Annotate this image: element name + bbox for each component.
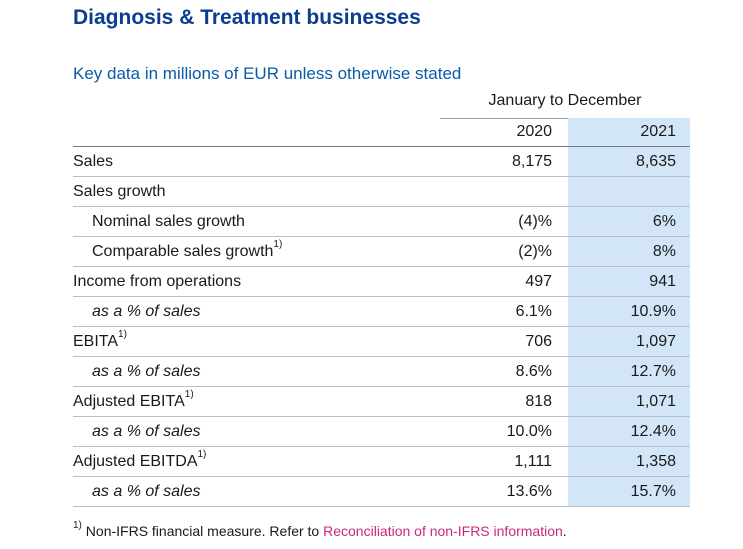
value-2021: 12.7% (568, 356, 690, 387)
table-row: as a % of sales 13.6% 15.7% (73, 476, 690, 507)
table-row: EBITA1) 706 1,097 (73, 326, 690, 357)
table-row: Adjusted EBITA1) 818 1,071 (73, 386, 690, 417)
footnote-ref: 1) (273, 239, 283, 251)
row-label: Income from operations (73, 266, 446, 297)
row-label: Adjusted EBITA1) (73, 386, 446, 417)
row-label-text: Sales growth (73, 182, 166, 200)
row-label-text: as a % of sales (92, 482, 201, 500)
value-2020: 818 (446, 386, 569, 417)
value-2020: 10.0% (446, 416, 569, 447)
table-row: as a % of sales 6.1% 10.9% (73, 296, 690, 327)
row-label-text: Adjusted EBITDA (73, 452, 198, 470)
reconciliation-link[interactable]: Reconciliation of non-IFRS information (323, 523, 563, 539)
row-label-text: as a % of sales (92, 362, 201, 380)
footnote-text: Non-IFRS financial measure. Refer to (81, 523, 324, 539)
value-2020: 497 (446, 266, 569, 297)
value-2020: 8,175 (446, 146, 569, 177)
table-row: Sales growth (73, 176, 690, 207)
value-2021: 1,071 (568, 386, 690, 417)
value-2020: 1,111 (446, 446, 569, 477)
table-row: Sales 8,175 8,635 (73, 146, 690, 177)
year-2021-header: 2021 (568, 118, 690, 147)
row-label: EBITA1) (73, 326, 446, 357)
value-2020 (446, 176, 569, 207)
row-label: Sales (73, 146, 446, 177)
value-2020: 6.1% (446, 296, 569, 327)
table-row: Income from operations 497 941 (73, 266, 690, 297)
value-2021 (568, 176, 690, 207)
row-label-text: Adjusted EBITA (73, 392, 185, 410)
value-2021: 10.9% (568, 296, 690, 327)
row-label: Comparable sales growth1) (73, 236, 446, 267)
row-label-text: Sales (73, 152, 114, 170)
table-row: Nominal sales growth (4)% 6% (73, 206, 690, 237)
row-label: Sales growth (73, 176, 446, 207)
table-row: as a % of sales 10.0% 12.4% (73, 416, 690, 447)
value-2021: 8% (568, 236, 690, 267)
table-row: as a % of sales 8.6% 12.7% (73, 356, 690, 387)
value-2020: (2)% (446, 236, 569, 267)
table-subtitle: Key data in millions of EUR unless other… (73, 64, 462, 83)
row-label: Nominal sales growth (73, 206, 446, 237)
footnote-ref: 1) (118, 329, 127, 341)
key-data-table: 2020 2021 Sales 8,175 8,635 Sales growth Nom… (73, 118, 690, 507)
value-2021: 8,635 (568, 146, 690, 177)
value-2021: 12.4% (568, 416, 690, 447)
value-2021: 1,358 (568, 446, 690, 477)
row-label: as a % of sales (73, 476, 446, 507)
row-label-text: as a % of sales (92, 422, 201, 440)
value-2021: 6% (568, 206, 690, 237)
table-row: Adjusted EBITDA1) 1,111 1,358 (73, 446, 690, 477)
row-label-text: Comparable sales growth (92, 242, 274, 260)
period-header: January to December (440, 92, 690, 119)
footnote-end: . (562, 523, 567, 539)
row-label-text: as a % of sales (92, 302, 201, 320)
footnote-ref: 1) (184, 389, 194, 401)
footnote-marker: 1) (73, 520, 82, 532)
row-label-text: EBITA (73, 332, 119, 350)
value-2020: 706 (446, 326, 569, 357)
footnote: 1) Non-IFRS financial measure. Refer to … (73, 520, 567, 539)
row-label-text: Nominal sales growth (92, 212, 245, 230)
value-2021: 1,097 (568, 326, 690, 357)
value-2020: 13.6% (446, 476, 569, 507)
value-2021: 15.7% (568, 476, 690, 507)
header-label-cell (73, 118, 446, 147)
value-2020: 8.6% (446, 356, 569, 387)
row-label: as a % of sales (73, 356, 446, 387)
year-header-row: 2020 2021 (73, 118, 690, 147)
year-2020-header: 2020 (446, 118, 569, 147)
table-row: Comparable sales growth1) (2)% 8% (73, 236, 690, 267)
value-2020: (4)% (446, 206, 569, 237)
row-label: as a % of sales (73, 416, 446, 447)
row-label: as a % of sales (73, 296, 446, 327)
footnote-ref: 1) (197, 449, 207, 461)
value-2021: 941 (568, 266, 690, 297)
row-label: Adjusted EBITDA1) (73, 446, 446, 477)
page-title: Diagnosis & Treatment businesses (73, 6, 421, 29)
row-label-text: Income from operations (73, 272, 242, 290)
